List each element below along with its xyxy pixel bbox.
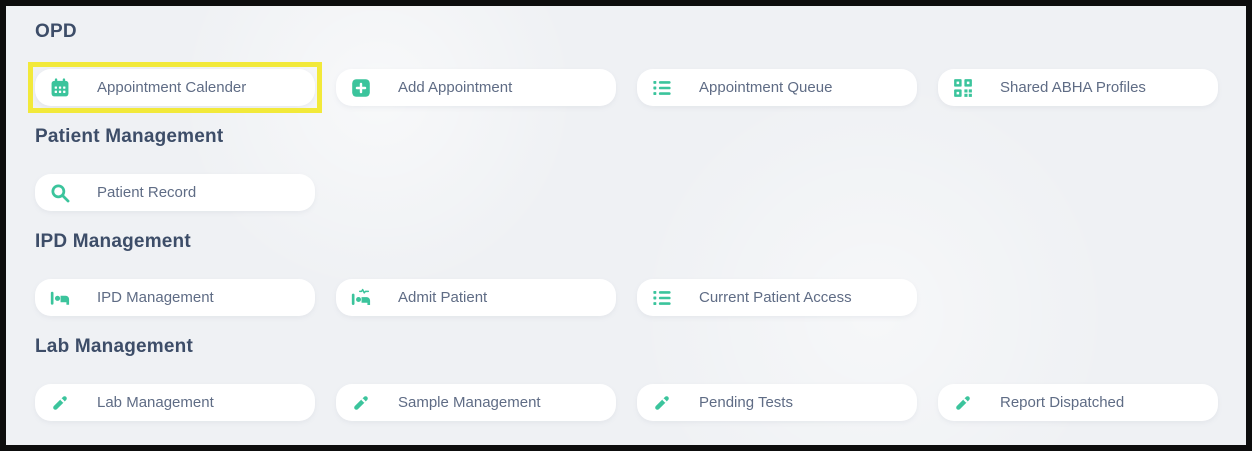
lab-management-card[interactable]: Lab Management	[35, 384, 315, 421]
card-row: Patient Record	[35, 174, 1217, 211]
card-label: Current Patient Access	[699, 289, 852, 306]
card-label: IPD Management	[97, 289, 214, 306]
card-label: Appointment Calender	[97, 79, 247, 96]
section-title: Patient Management	[35, 126, 224, 147]
list-icon	[651, 287, 673, 309]
report-dispatched-card[interactable]: Report Dispatched	[938, 384, 1218, 421]
patient-record-card[interactable]: Patient Record	[35, 174, 315, 211]
list-icon	[651, 77, 673, 99]
card-label: Shared ABHA Profiles	[1000, 79, 1146, 96]
pending-tests-card[interactable]: Pending Tests	[637, 384, 917, 421]
square-plus-icon	[350, 77, 372, 99]
current-patient-access-card[interactable]: Current Patient Access	[637, 279, 917, 316]
card-label: Add Appointment	[398, 79, 513, 96]
appointment-calender-card[interactable]: Appointment Calender	[28, 62, 322, 113]
quick-access-panel: OPD Appointment Calender Add Appointment Ap…	[6, 6, 1246, 421]
section-title: OPD	[35, 21, 77, 42]
section-title: IPD Management	[35, 231, 191, 252]
card-row: IPD Management Admit Patient Current Patie…	[35, 279, 1217, 316]
section-title: Lab Management	[35, 336, 193, 357]
card-label: Patient Record	[97, 184, 197, 201]
card-label: Sample Management	[398, 394, 541, 411]
ipd-management-card[interactable]: IPD Management	[35, 279, 315, 316]
card-row: Appointment Calender Add Appointment Appoi…	[28, 62, 1218, 113]
calendar-icon	[49, 77, 71, 99]
vial-icon	[651, 392, 673, 414]
card-label: Admit Patient	[398, 289, 488, 306]
shared-abha-profiles-card[interactable]: Shared ABHA Profiles	[938, 69, 1218, 106]
sample-management-card[interactable]: Sample Management	[336, 384, 616, 421]
card-label: Pending Tests	[699, 394, 793, 411]
card-label: Lab Management	[97, 394, 214, 411]
vial-icon	[49, 392, 71, 414]
admit-patient-card[interactable]: Admit Patient	[336, 279, 616, 316]
card-label: Report Dispatched	[1000, 394, 1125, 411]
section-opd: OPD Appointment Calender Add Appointment Ap…	[28, 21, 1218, 113]
section-ipd-management: IPD Management IPD Management Admit Patien…	[35, 232, 1217, 316]
qr-code-icon	[952, 77, 974, 99]
bed-pulse-icon	[350, 287, 372, 309]
add-appointment-card[interactable]: Add Appointment	[336, 69, 616, 106]
vial-icon	[350, 392, 372, 414]
vial-icon	[952, 392, 974, 414]
bed-icon	[49, 287, 71, 309]
section-patient-management: Patient Management Patient Record	[35, 127, 1217, 211]
section-lab-management: Lab Management Lab Management Sample Manag…	[35, 336, 1218, 421]
appointment-queue-card[interactable]: Appointment Queue	[637, 69, 917, 106]
card-label: Appointment Queue	[699, 79, 833, 96]
search-icon	[49, 182, 71, 204]
card-row: Lab Management Sample Management Pending T…	[35, 384, 1218, 421]
